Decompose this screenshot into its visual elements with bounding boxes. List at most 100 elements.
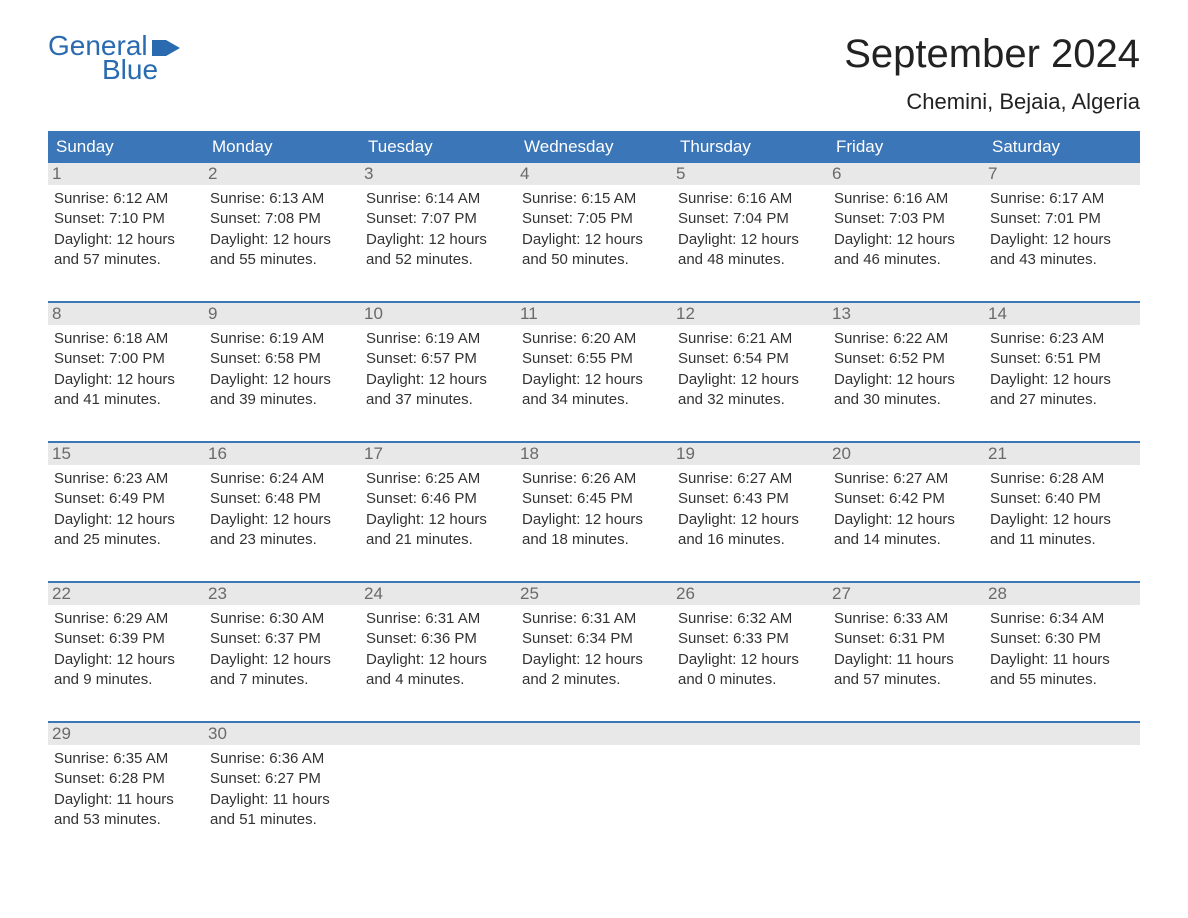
daylight-line: Daylight: 12 hours and 21 minutes.	[366, 510, 510, 551]
day-cell: 21Sunrise: 6:28 AMSunset: 6:40 PMDayligh…	[984, 443, 1140, 563]
day-number: 20	[828, 443, 984, 465]
sunrise-line: Sunrise: 6:21 AM	[678, 329, 822, 349]
sunrise-line: Sunrise: 6:28 AM	[990, 469, 1134, 489]
day-info: Sunrise: 6:24 AMSunset: 6:48 PMDaylight:…	[210, 469, 354, 550]
day-number: 22	[48, 583, 204, 605]
weekday-monday: Monday	[204, 131, 360, 163]
sunset-line: Sunset: 6:51 PM	[990, 349, 1134, 369]
day-info: Sunrise: 6:31 AMSunset: 6:36 PMDaylight:…	[366, 609, 510, 690]
week-row: 8Sunrise: 6:18 AMSunset: 7:00 PMDaylight…	[48, 301, 1140, 423]
daylight-line: Daylight: 12 hours and 9 minutes.	[54, 650, 198, 691]
day-number: 18	[516, 443, 672, 465]
daylight-line: Daylight: 12 hours and 52 minutes.	[366, 230, 510, 271]
empty-day-cell	[516, 723, 672, 843]
day-cell: 16Sunrise: 6:24 AMSunset: 6:48 PMDayligh…	[204, 443, 360, 563]
day-number: 26	[672, 583, 828, 605]
sunrise-line: Sunrise: 6:20 AM	[522, 329, 666, 349]
day-cell: 1Sunrise: 6:12 AMSunset: 7:10 PMDaylight…	[48, 163, 204, 283]
day-number: 25	[516, 583, 672, 605]
day-number: 23	[204, 583, 360, 605]
day-number: 8	[48, 303, 204, 325]
sunrise-line: Sunrise: 6:16 AM	[834, 189, 978, 209]
daylight-line: Daylight: 12 hours and 50 minutes.	[522, 230, 666, 271]
day-info: Sunrise: 6:16 AMSunset: 7:04 PMDaylight:…	[678, 189, 822, 270]
day-number: 11	[516, 303, 672, 325]
day-info: Sunrise: 6:25 AMSunset: 6:46 PMDaylight:…	[366, 469, 510, 550]
logo: General Blue	[48, 32, 180, 84]
day-number: 10	[360, 303, 516, 325]
day-cell: 26Sunrise: 6:32 AMSunset: 6:33 PMDayligh…	[672, 583, 828, 703]
sunset-line: Sunset: 6:34 PM	[522, 629, 666, 649]
day-number: 14	[984, 303, 1140, 325]
sunset-line: Sunset: 7:07 PM	[366, 209, 510, 229]
day-cell: 10Sunrise: 6:19 AMSunset: 6:57 PMDayligh…	[360, 303, 516, 423]
daylight-line: Daylight: 12 hours and 16 minutes.	[678, 510, 822, 551]
sunset-line: Sunset: 7:01 PM	[990, 209, 1134, 229]
week-row: 1Sunrise: 6:12 AMSunset: 7:10 PMDaylight…	[48, 163, 1140, 283]
day-number: 12	[672, 303, 828, 325]
daylight-line: Daylight: 12 hours and 30 minutes.	[834, 370, 978, 411]
weekday-wednesday: Wednesday	[516, 131, 672, 163]
sunrise-line: Sunrise: 6:29 AM	[54, 609, 198, 629]
month-title: September 2024	[844, 32, 1140, 77]
sunset-line: Sunset: 6:45 PM	[522, 489, 666, 509]
daylight-line: Daylight: 12 hours and 39 minutes.	[210, 370, 354, 411]
sunrise-line: Sunrise: 6:14 AM	[366, 189, 510, 209]
daylight-line: Daylight: 12 hours and 43 minutes.	[990, 230, 1134, 271]
daylight-line: Daylight: 12 hours and 32 minutes.	[678, 370, 822, 411]
day-info: Sunrise: 6:12 AMSunset: 7:10 PMDaylight:…	[54, 189, 198, 270]
sunrise-line: Sunrise: 6:33 AM	[834, 609, 978, 629]
sunset-line: Sunset: 6:39 PM	[54, 629, 198, 649]
empty-day-cell	[984, 723, 1140, 843]
day-info: Sunrise: 6:33 AMSunset: 6:31 PMDaylight:…	[834, 609, 978, 690]
sunrise-line: Sunrise: 6:32 AM	[678, 609, 822, 629]
day-info: Sunrise: 6:22 AMSunset: 6:52 PMDaylight:…	[834, 329, 978, 410]
daylight-line: Daylight: 12 hours and 7 minutes.	[210, 650, 354, 691]
daylight-line: Daylight: 11 hours and 53 minutes.	[54, 790, 198, 831]
day-number	[828, 723, 984, 745]
sunrise-line: Sunrise: 6:34 AM	[990, 609, 1134, 629]
day-cell: 8Sunrise: 6:18 AMSunset: 7:00 PMDaylight…	[48, 303, 204, 423]
day-cell: 13Sunrise: 6:22 AMSunset: 6:52 PMDayligh…	[828, 303, 984, 423]
sunset-line: Sunset: 6:27 PM	[210, 769, 354, 789]
day-number: 27	[828, 583, 984, 605]
sunrise-line: Sunrise: 6:16 AM	[678, 189, 822, 209]
weekday-sunday: Sunday	[48, 131, 204, 163]
day-cell: 18Sunrise: 6:26 AMSunset: 6:45 PMDayligh…	[516, 443, 672, 563]
week-row: 15Sunrise: 6:23 AMSunset: 6:49 PMDayligh…	[48, 441, 1140, 563]
weekday-saturday: Saturday	[984, 131, 1140, 163]
day-info: Sunrise: 6:15 AMSunset: 7:05 PMDaylight:…	[522, 189, 666, 270]
day-cell: 5Sunrise: 6:16 AMSunset: 7:04 PMDaylight…	[672, 163, 828, 283]
sunrise-line: Sunrise: 6:12 AM	[54, 189, 198, 209]
day-cell: 7Sunrise: 6:17 AMSunset: 7:01 PMDaylight…	[984, 163, 1140, 283]
day-info: Sunrise: 6:14 AMSunset: 7:07 PMDaylight:…	[366, 189, 510, 270]
title-block: September 2024 Chemini, Bejaia, Algeria	[844, 32, 1140, 115]
daylight-line: Daylight: 12 hours and 48 minutes.	[678, 230, 822, 271]
day-number: 9	[204, 303, 360, 325]
day-number	[516, 723, 672, 745]
sunset-line: Sunset: 6:54 PM	[678, 349, 822, 369]
sunset-line: Sunset: 6:28 PM	[54, 769, 198, 789]
sunrise-line: Sunrise: 6:23 AM	[990, 329, 1134, 349]
weekday-header-row: SundayMondayTuesdayWednesdayThursdayFrid…	[48, 131, 1140, 163]
day-number: 19	[672, 443, 828, 465]
logo-word-blue: Blue	[102, 56, 180, 84]
day-info: Sunrise: 6:28 AMSunset: 6:40 PMDaylight:…	[990, 469, 1134, 550]
day-cell: 2Sunrise: 6:13 AMSunset: 7:08 PMDaylight…	[204, 163, 360, 283]
sunrise-line: Sunrise: 6:19 AM	[210, 329, 354, 349]
sunrise-line: Sunrise: 6:27 AM	[678, 469, 822, 489]
sunset-line: Sunset: 6:37 PM	[210, 629, 354, 649]
sunset-line: Sunset: 6:30 PM	[990, 629, 1134, 649]
day-number	[672, 723, 828, 745]
day-info: Sunrise: 6:23 AMSunset: 6:49 PMDaylight:…	[54, 469, 198, 550]
day-cell: 25Sunrise: 6:31 AMSunset: 6:34 PMDayligh…	[516, 583, 672, 703]
day-info: Sunrise: 6:19 AMSunset: 6:58 PMDaylight:…	[210, 329, 354, 410]
day-info: Sunrise: 6:27 AMSunset: 6:42 PMDaylight:…	[834, 469, 978, 550]
weekday-friday: Friday	[828, 131, 984, 163]
empty-day-cell	[360, 723, 516, 843]
day-cell: 27 Sunrise: 6:33 AMSunset: 6:31 PMDayligh…	[828, 583, 984, 703]
sunrise-line: Sunrise: 6:19 AM	[366, 329, 510, 349]
sunrise-line: Sunrise: 6:22 AM	[834, 329, 978, 349]
day-info: Sunrise: 6:30 AMSunset: 6:37 PMDaylight:…	[210, 609, 354, 690]
daylight-line: Daylight: 12 hours and 46 minutes.	[834, 230, 978, 271]
